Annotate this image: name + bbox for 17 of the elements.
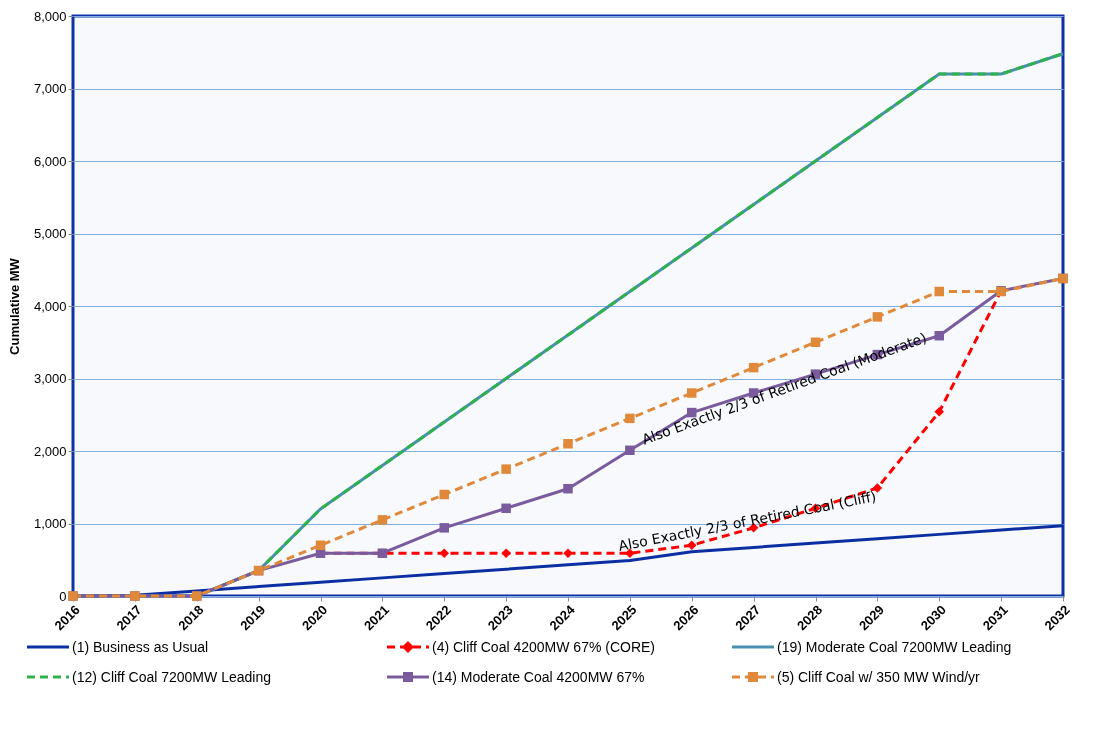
y-tick-label: 4,000 xyxy=(33,298,67,314)
y-tick-label: 8,000 xyxy=(33,8,67,24)
legend-label: (14) Moderate Coal 4200MW 67% xyxy=(432,669,645,685)
y-tick-label: 5,000 xyxy=(33,226,67,241)
legend-label: (12) Cliff Coal 7200MW Leading xyxy=(72,669,271,685)
y-tick-label: 1,000 xyxy=(33,516,67,531)
y-tick-label: 0 xyxy=(59,588,67,604)
legend-label: (1) Business as Usual xyxy=(72,639,209,655)
legend-label: (4) Cliff Coal 4200MW 67% (CORE) xyxy=(432,639,656,655)
legend-label: (5) Cliff Coal w/ 350 MW Wind/yr xyxy=(777,669,980,685)
annotation: Also Exactly 2/3 of Retired Coal (Cliff) xyxy=(617,488,878,554)
y-tick-label: 2,000 xyxy=(33,443,67,459)
y-tick-label: 6,000 xyxy=(33,153,67,169)
legend-label: (19) Moderate Coal 7200MW Leading xyxy=(777,639,1012,655)
y-tick-label: 7,000 xyxy=(33,81,67,96)
y-axis-title: Cumulative MW xyxy=(6,257,22,355)
y-tick-label: 3,000 xyxy=(33,371,67,386)
